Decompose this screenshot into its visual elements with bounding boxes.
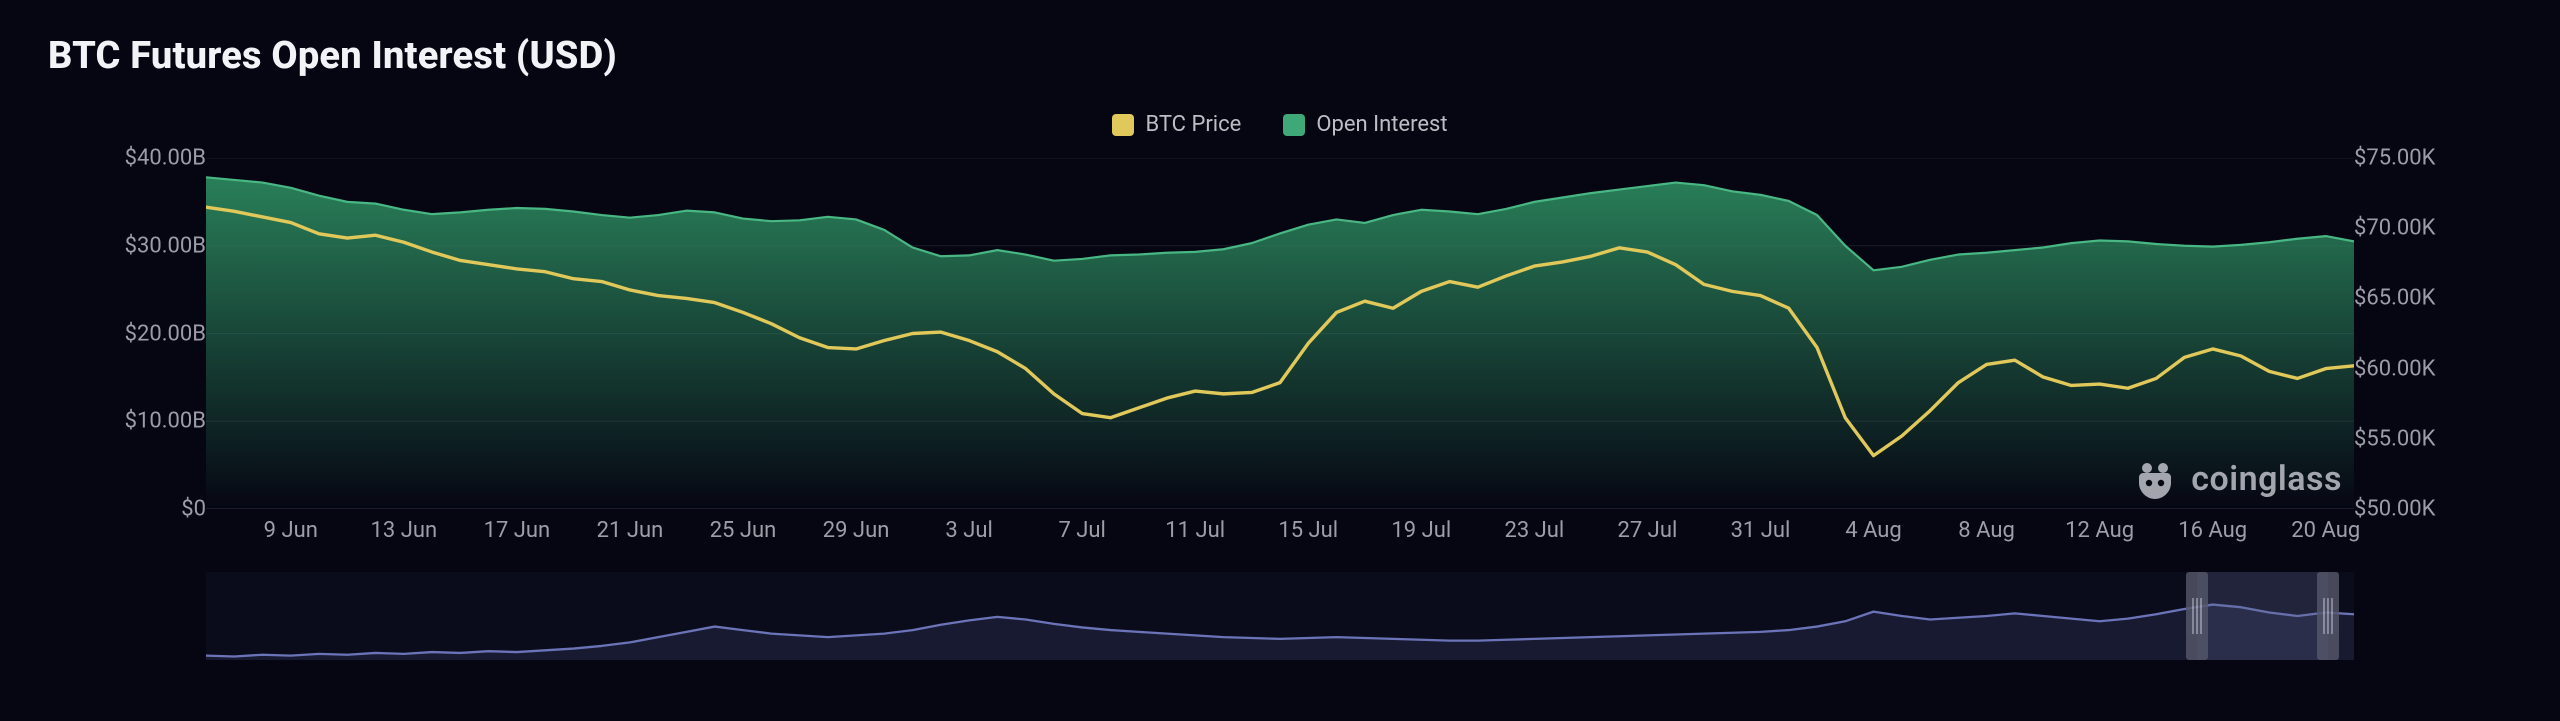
y-left-tick: $40.00B — [125, 146, 206, 171]
x-tick: 29 Jun — [823, 518, 890, 543]
legend-item-price[interactable]: BTC Price — [1112, 112, 1241, 137]
chart-legend: BTC Price Open Interest — [0, 112, 2560, 137]
brush-handle-left[interactable] — [2186, 572, 2208, 660]
x-tick: 7 Jul — [1058, 518, 1105, 543]
y-left-tick: $30.00B — [125, 233, 206, 258]
y-axis-left: $0$10.00B$20.00B$30.00B$40.00B — [48, 158, 206, 509]
x-tick: 8 Aug — [1958, 518, 2015, 543]
watermark-text: coinglass — [2191, 459, 2342, 499]
x-tick: 17 Jun — [484, 518, 551, 543]
page-title: BTC Futures Open Interest (USD) — [48, 34, 617, 78]
x-tick: 16 Aug — [2178, 518, 2247, 543]
plot-area[interactable]: $0$10.00B$20.00B$30.00B$40.00B $50.00K$5… — [48, 158, 2512, 509]
x-tick: 21 Jun — [597, 518, 664, 543]
y-right-tick: $50.00K — [2354, 497, 2435, 522]
x-tick: 20 Aug — [2291, 518, 2360, 543]
brush-handle-right[interactable] — [2317, 572, 2339, 660]
y-left-tick: $0 — [181, 497, 206, 522]
x-axis: 9 Jun 13 Jun 17 Jun 21 Jun 25 Jun 29 Jun 3 Jul… — [206, 518, 2354, 566]
legend-item-open_interest[interactable]: Open Interest — [1283, 112, 1447, 137]
coinglass-logo-icon — [2133, 457, 2177, 501]
x-tick: 15 Jul — [1278, 518, 1338, 543]
x-tick: 11 Jul — [1165, 518, 1225, 543]
y-right-tick: $65.00K — [2354, 286, 2435, 311]
legend-swatch — [1283, 114, 1305, 136]
legend-label: Open Interest — [1316, 112, 1447, 137]
x-tick: 27 Jul — [1618, 518, 1678, 543]
x-tick: 23 Jul — [1504, 518, 1564, 543]
x-tick: 31 Jul — [1731, 518, 1791, 543]
chart-frame: BTC Futures Open Interest (USD) BTC Pric… — [0, 0, 2560, 721]
y-axis-right: $50.00K$55.00K$60.00K$65.00K$70.00K$75.0… — [2354, 158, 2512, 509]
y-right-tick: $55.00K — [2354, 426, 2435, 451]
y-right-tick: $60.00K — [2354, 356, 2435, 381]
chart-svg — [206, 158, 2354, 509]
brush-svg — [206, 572, 2354, 660]
x-tick: 12 Aug — [2065, 518, 2134, 543]
x-tick: 9 Jun — [264, 518, 318, 543]
y-left-tick: $10.00B — [125, 409, 206, 434]
x-tick: 25 Jun — [710, 518, 777, 543]
x-tick: 4 Aug — [1845, 518, 1902, 543]
watermark: coinglass — [2133, 457, 2342, 501]
x-tick: 13 Jun — [371, 518, 438, 543]
y-left-tick: $20.00B — [125, 321, 206, 346]
brush-window[interactable] — [2197, 572, 2328, 660]
y-right-tick: $70.00K — [2354, 216, 2435, 241]
x-tick: 3 Jul — [945, 518, 992, 543]
legend-swatch — [1112, 114, 1134, 136]
time-brush[interactable] — [206, 572, 2354, 660]
x-tick: 19 Jul — [1391, 518, 1451, 543]
legend-label: BTC Price — [1145, 112, 1241, 137]
y-right-tick: $75.00K — [2354, 146, 2435, 171]
